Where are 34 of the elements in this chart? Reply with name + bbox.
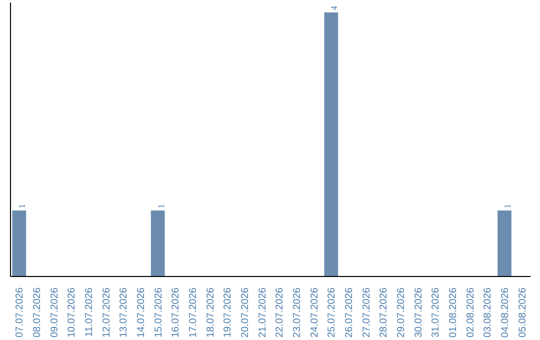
x-tick-label: 21.07.2026 (257, 287, 268, 338)
x-tick-label: 26.07.2026 (344, 287, 355, 338)
x-tick-label: 01.08.2026 (448, 287, 459, 338)
x-tick-label: 12.07.2026 (101, 287, 112, 338)
x-tick-label: 18.07.2026 (205, 287, 216, 338)
x-tick-label: 08.07.2026 (32, 287, 43, 338)
x-tick-label: 16.07.2026 (170, 287, 182, 338)
data-label: 1 (502, 204, 512, 208)
x-tick-label: 02.08.2026 (465, 287, 476, 338)
data-label: 1 (156, 204, 166, 208)
x-tick-label: 15.07.2026 (153, 287, 164, 338)
x-tick-label: 30.07.2026 (413, 287, 424, 338)
x-tick-label: 07.07.2026 (14, 287, 26, 338)
x-tick-label: 20.07.2026 (240, 287, 251, 338)
x-tick-label: 22.07.2026 (274, 287, 286, 338)
x-tick-label: 11.07.2026 (84, 287, 95, 337)
x-tick-label: 03.08.2026 (482, 287, 494, 338)
data-label: 4 (329, 5, 340, 10)
x-tick-label: 14.07.2026 (136, 287, 147, 338)
x-tick-label: 05.08.2026 (517, 287, 528, 338)
x-tick-label: 04.08.2026 (500, 287, 511, 338)
x-tick-label: 10.07.2026 (66, 287, 78, 338)
x-tick-label: 31.07.2026 (430, 287, 442, 338)
x-tick-label: 25.07.2026 (326, 287, 338, 338)
data-label: 1 (17, 204, 28, 208)
x-tick-label: 19.07.2026 (222, 287, 234, 338)
x-tick-label: 29.07.2026 (396, 287, 407, 338)
x-tick-label: 28.07.2026 (378, 287, 390, 338)
x-tick-label: 09.07.2026 (49, 287, 60, 338)
x-tick-label: 17.07.2026 (188, 287, 199, 338)
x-tick-label: 13.07.2026 (118, 287, 130, 338)
x-tick-label: 27.07.2026 (361, 287, 372, 338)
x-tick-label: 23.07.2026 (292, 287, 303, 338)
x-tick-label: 24.07.2026 (309, 287, 320, 338)
